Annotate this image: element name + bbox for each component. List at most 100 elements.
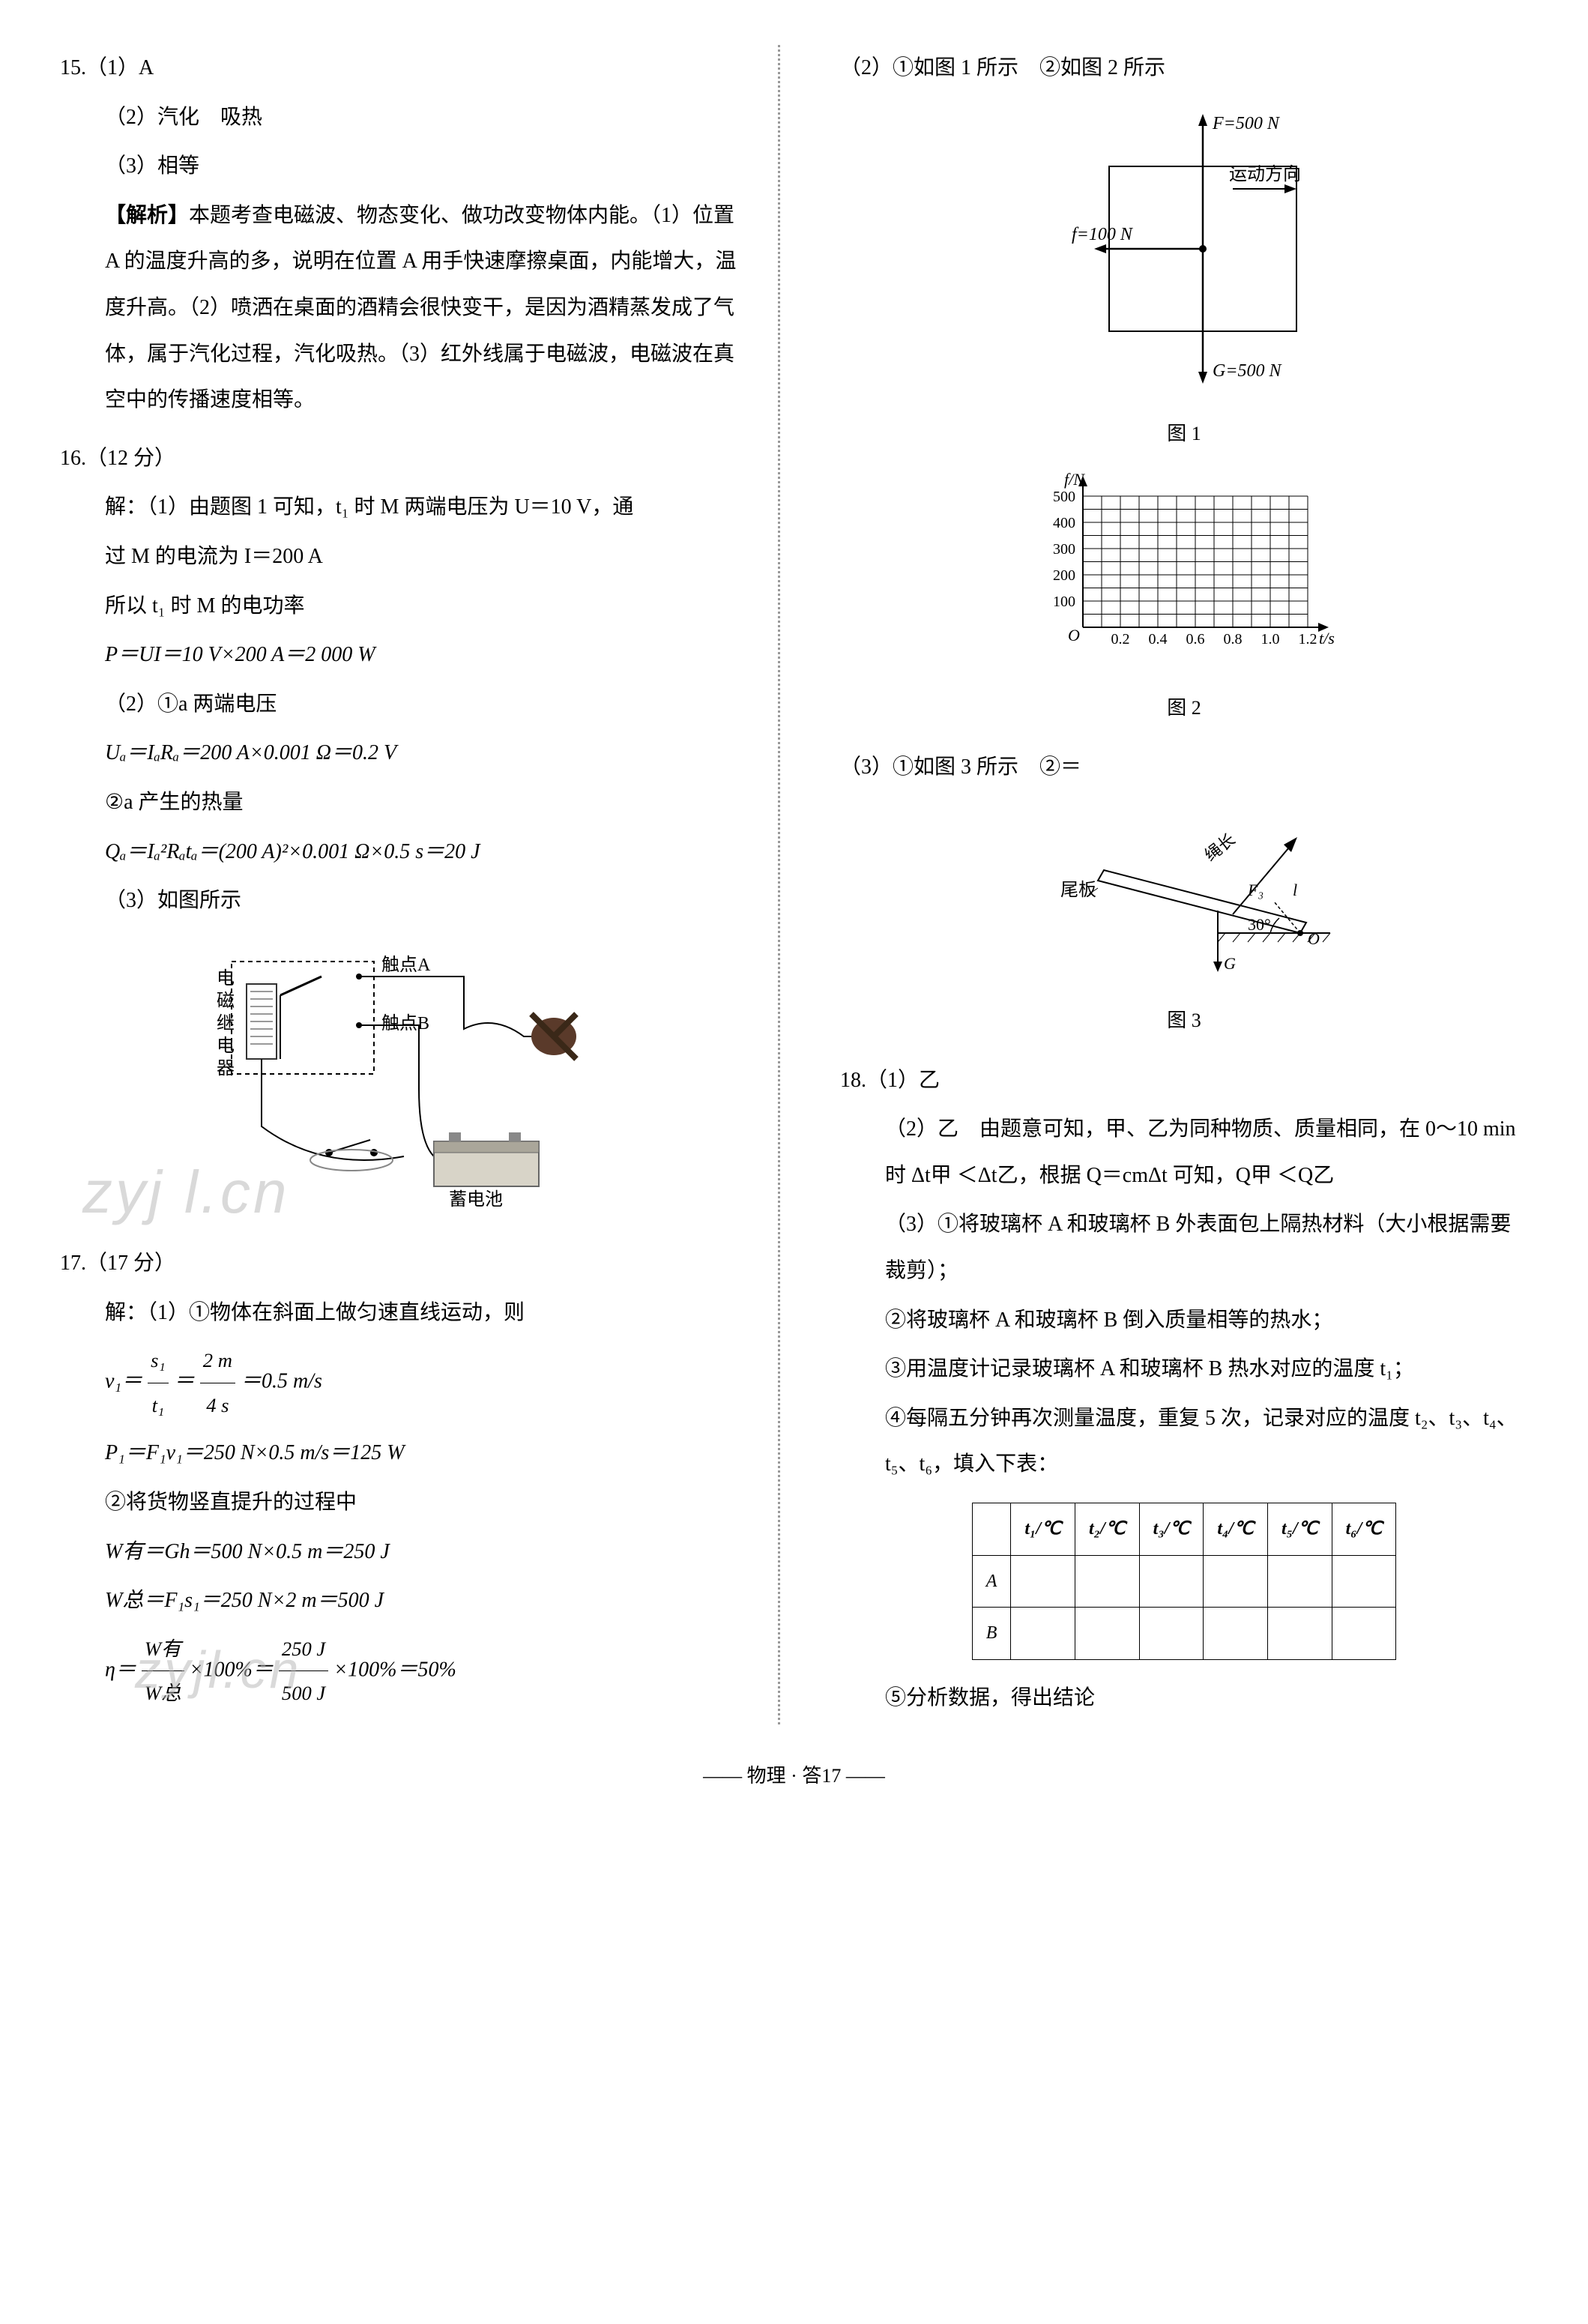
svg-text:400: 400: [1053, 515, 1075, 531]
q16-head: 16.（12 分）: [60, 435, 748, 482]
v1-den: t₁: [148, 1383, 169, 1428]
table-col: t₄/℃: [1204, 1503, 1268, 1555]
q18-a4: ②将玻璃杯 A 和玻璃杯 B 倒入质量相等的热水；: [840, 1297, 1528, 1344]
q17-l6: W总＝F₁s₁＝250 N×2 m＝500 J: [60, 1578, 748, 1624]
q15-a3: （3）相等: [60, 143, 748, 190]
eta-mid: ×100%＝: [190, 1658, 274, 1681]
q16-l5: （2）①a 两端电压: [60, 681, 748, 728]
q16-l4: P＝UI＝10 V×200 A＝2 000 W: [60, 632, 748, 678]
table-cell: [1011, 1555, 1075, 1608]
fig3-F3: F₃: [1247, 881, 1264, 899]
svg-text:500: 500: [1053, 489, 1075, 505]
q16-points: （12 分）: [86, 447, 175, 470]
q18-head: 18.（1）乙: [840, 1057, 1528, 1104]
table-cell: [1267, 1608, 1332, 1660]
q16-number: 16.: [60, 447, 86, 470]
table-rowhead: A: [972, 1555, 1011, 1608]
table-cell: [1332, 1608, 1396, 1660]
q16-l6: Uₐ＝IₐRₐ＝200 A×0.001 Ω＝0.2 V: [60, 730, 748, 776]
contactA-label: 触点A: [381, 955, 431, 975]
eta-d2: 500 J: [279, 1671, 328, 1715]
svg-text:200: 200: [1053, 567, 1075, 584]
table-cell: [1139, 1555, 1204, 1608]
left-column: 15.（1）A （2）汽化 吸热 （3）相等 【解析】本题考查电磁波、物态变化、…: [60, 45, 780, 1724]
table-col: t₅/℃: [1267, 1503, 1332, 1555]
q16-l8: Qₐ＝Iₐ²Rₐtₐ＝(200 A)²×0.001 Ω×0.5 s＝20 J: [60, 829, 748, 875]
q17-number: 17.: [60, 1252, 86, 1275]
q16-l3: 所以 t₁ 时 M 的电功率: [60, 583, 748, 630]
svg-text:器: 器: [217, 1059, 235, 1078]
relay-label-1: 电: [217, 968, 235, 989]
q18-table: t₁/℃t₂/℃t₃/℃t₄/℃t₅/℃t₆/℃ A B: [972, 1503, 1397, 1660]
battery-label: 蓄电池: [449, 1189, 503, 1209]
q15-a2: （2）汽化 吸热: [60, 94, 748, 141]
table-cell: [1075, 1608, 1140, 1660]
eta-d1: W总: [142, 1671, 184, 1715]
svg-text:1.2: 1.2: [1299, 631, 1317, 648]
q17-l3: （3）①如图 3 所示 ②＝: [840, 744, 1528, 791]
table-col: t₃/℃: [1139, 1503, 1204, 1555]
q16-l7: ②a 产生的热量: [60, 779, 748, 826]
q18-a2: （2）乙 由题意可知，甲、乙为同种物质、质量相同，在 0～10 min 时 Δt…: [840, 1106, 1528, 1198]
eta-n1: W有: [142, 1627, 184, 1672]
fig3-G: G: [1224, 954, 1236, 973]
fig3-angle: 30°: [1248, 915, 1271, 934]
q18-a6: ④每隔五分钟再次测量温度，重复 5 次，记录对应的温度 t₂、t₃、t₄、t₅、…: [840, 1395, 1528, 1488]
fig2-caption: 图 2: [840, 686, 1528, 729]
v1-num: s₁: [148, 1338, 169, 1383]
fig2-origin: O: [1068, 626, 1080, 645]
q17-l1: 解：（1）①物体在斜面上做匀速直线运动，则: [60, 1290, 748, 1336]
table-cell: [1075, 1555, 1140, 1608]
fig1-svg: F=500 N G=500 N f=100 N 运动方向: [1027, 106, 1341, 391]
q16-l9: （3）如图所示: [60, 878, 748, 924]
q17-points: （17 分）: [86, 1252, 175, 1275]
q15-number: 15.: [60, 56, 86, 79]
fig1-dir: 运动方向: [1229, 164, 1301, 184]
q16-l1: 解：（1）由题图 1 可知，t₁ 时 M 两端电压为 U＝10 V，通: [60, 484, 748, 531]
fig3-caption: 图 3: [840, 999, 1528, 1042]
table-cell: [1011, 1608, 1075, 1660]
table-cell: [1204, 1608, 1268, 1660]
eta-lhs: η＝: [105, 1658, 136, 1681]
fig1-f: f=100 N: [1072, 225, 1134, 244]
q17-2-head: （2）①如图 1 所示 ②如图 2 所示: [840, 45, 1528, 91]
explain-text: 本题考查电磁波、物态变化、做功改变物体内能。（1）位置 A 的温度升高的多，说明…: [105, 204, 736, 411]
right-column: （2）①如图 1 所示 ②如图 2 所示 F=500 N G=500 N f=1…: [825, 45, 1528, 1724]
q17-l4: ②将货物竖直提升的过程中: [60, 1479, 748, 1526]
q15-num: 15.（1）A: [60, 45, 748, 91]
v1-lhs: v₁＝: [105, 1370, 142, 1393]
fig3-svg: O 尾板 30° 绳长 F₃ l G: [1023, 806, 1345, 978]
table-col: t₁/℃: [1011, 1503, 1075, 1555]
svg-text:磁: 磁: [217, 991, 235, 1011]
contactB-label: 触点B: [381, 1013, 429, 1033]
fig2-xlabel: t/s: [1319, 629, 1335, 648]
v1-rhs: ＝0.5 m/s: [241, 1370, 322, 1393]
fig2-svg: f/N t/s O 100200300400500 0.20.40.60.81.…: [1023, 470, 1345, 665]
table-cell: [1139, 1608, 1204, 1660]
svg-text:继: 继: [217, 1013, 235, 1033]
q18-number: 18.: [840, 1069, 866, 1092]
circuit-svg: 触点A 触点B 电 磁 继 电 器: [209, 939, 599, 1209]
q15-explain: 【解析】本题考查电磁波、物态变化、做功改变物体内能。（1）位置 A 的温度升高的…: [60, 193, 748, 423]
fig1-G: G=500 N: [1213, 361, 1283, 381]
q17-eta: η＝ W有W总 ×100%＝ 250 J500 J ×100%＝50% zyjl…: [60, 1627, 748, 1715]
q17-v1: v₁＝ s₁t₁ ＝ 2 m4 s ＝0.5 m/s: [60, 1338, 748, 1427]
fig3-O: O: [1308, 929, 1320, 948]
v1-den2: 4 s: [200, 1383, 235, 1428]
svg-text:1.0: 1.0: [1261, 631, 1280, 648]
fig1-caption: 图 1: [840, 412, 1528, 455]
q17-head: 17.（17 分）: [60, 1240, 748, 1287]
svg-text:0.8: 0.8: [1224, 631, 1243, 648]
fig3-container: O 尾板 30° 绳长 F₃ l G: [840, 806, 1528, 1042]
fig1-F: F=500 N: [1212, 114, 1281, 133]
page-footer: —— 物理 · 答17 ——: [60, 1754, 1528, 1797]
eta-n2: 250 J: [279, 1627, 328, 1672]
fig3-tail: 尾板: [1060, 880, 1096, 900]
fig2-ylabel: f/N: [1064, 470, 1085, 489]
svg-text:300: 300: [1053, 541, 1075, 558]
fig3-rope: 绳长: [1201, 830, 1239, 865]
q15-a1: （1）A: [86, 56, 154, 79]
fig2-container: f/N t/s O 100200300400500 0.20.40.60.81.…: [840, 470, 1528, 729]
eta-rhs: ×100%＝50%: [333, 1658, 456, 1681]
svg-text:0.6: 0.6: [1186, 631, 1205, 648]
